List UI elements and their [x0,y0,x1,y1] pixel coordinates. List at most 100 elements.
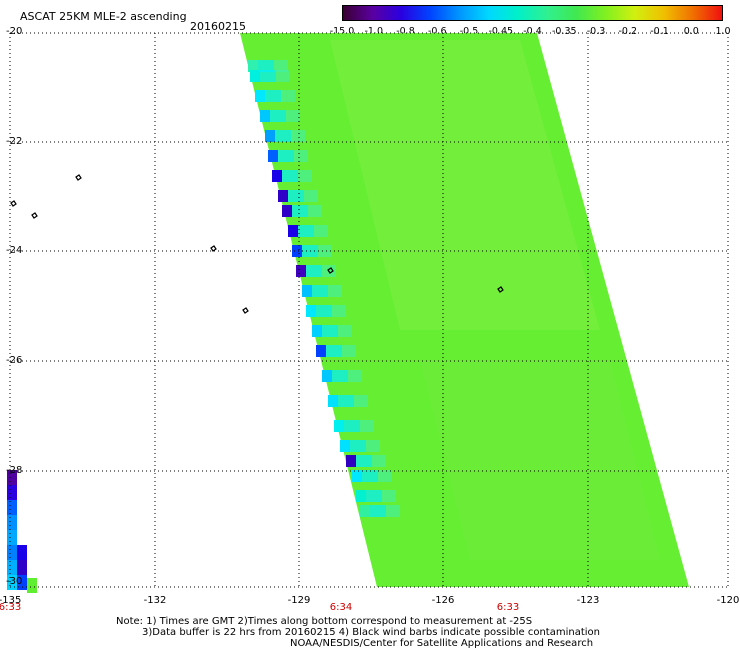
swath-patch [330,40,600,330]
swath-cell [304,190,318,202]
swath-cell [7,575,17,590]
color-scale-label: -0.4 [523,26,542,37]
swath-cell [260,110,270,122]
swath-cell [306,265,322,277]
note-line-2: 3)Data buffer is 22 hrs from 20160215 4)… [142,627,600,638]
swath-cell [17,575,27,590]
swath-cell [346,455,356,467]
swath-cell [27,578,37,593]
swath-cell [354,395,368,407]
swath-cell [360,505,370,517]
product-title: ASCAT 25KM MLE-2 ascending [20,10,187,23]
swath-cell [268,150,278,162]
swath-cell [312,325,322,337]
swath-cell [282,170,298,182]
swath-cell [360,420,374,432]
swath-cell [298,170,312,182]
swath-cell [378,470,392,482]
swath-cell [366,490,382,502]
swath-cell [340,440,350,452]
swath-cell [274,60,288,72]
lat-tick-28: -28 [6,465,23,476]
swath-cell [281,90,295,102]
swath-cell [356,490,366,502]
swath-cell [352,470,362,482]
swath-cell [278,150,294,162]
swath-cell [17,545,27,560]
swath-cell [298,225,314,237]
lon-tick-132: -132 [143,595,167,606]
swath-cell [250,70,260,82]
color-scale-label: -0.2 [618,26,638,37]
satellite-swath [7,33,689,593]
swath-cell [7,470,17,485]
swath-cell [296,265,306,277]
color-scale-label: -15.0 [329,26,355,37]
swath-patch [420,360,660,560]
swath-cell [372,455,386,467]
swath-cell [248,60,258,72]
swath-cell [278,190,288,202]
swath-cell [260,70,276,82]
swath-cell [338,395,354,407]
swath-cell [362,470,378,482]
swath-cell [276,70,290,82]
color-scale-label: -0.35 [551,26,577,37]
lon-tick-129: -129 [287,595,311,606]
swath-cell [275,130,291,142]
swath-cell [370,505,386,517]
lon-tick-123: -123 [576,595,600,606]
swath-cell [332,370,348,382]
swath-cell [344,420,360,432]
swath-cell [292,245,302,257]
lat-tick-20: -20 [6,26,23,37]
swath-cell [7,515,17,530]
swath-cell [318,245,332,257]
swath-cell [17,560,27,575]
swath-cell [265,130,275,142]
swath-cell [328,395,338,407]
swath-cell [265,90,281,102]
swath-cell [294,150,308,162]
swath-cell [255,90,265,102]
swath-cell [288,190,304,202]
color-scale-label: 0.0 [683,26,699,37]
contamination-marker [10,200,17,207]
swath-cell [258,60,274,72]
swath-cell [322,370,332,382]
contamination-marker [31,212,38,219]
swath-cell [382,490,396,502]
contamination-marker [497,286,504,293]
swath-cell [334,420,344,432]
swath-cell [7,560,17,575]
swath-cell [326,345,342,357]
swath-cell [282,205,292,217]
contamination-marker [327,267,334,274]
lon-tick-135: -135 [0,595,22,606]
color-scale-label: -0.45 [488,26,514,37]
swath-cell [308,205,322,217]
time-label-center: 6:34 [329,602,353,613]
swath-cell [270,110,286,122]
swath-cell [386,505,400,517]
swath-cell [312,285,328,297]
swath-cell [366,440,380,452]
swath-cell [322,325,338,337]
swath-cell [288,225,298,237]
time-label-right: 6:33 [496,602,520,613]
swath-cell [328,285,342,297]
lat-tick-24: -24 [6,245,23,256]
color-scale-label: -0.1 [650,26,669,37]
contamination-markers [10,174,504,314]
swath-cell [7,545,17,560]
color-scale-bar [342,5,723,21]
color-scale-label: -0.5 [459,26,479,37]
color-scale-label: -0.8 [396,26,415,37]
swath-cell [350,440,366,452]
swath-cell [314,225,328,237]
swath-cell [316,345,326,357]
color-scale-label: 1.0 [715,26,731,37]
color-scale-label: -0.6 [427,26,447,37]
swath-cell [306,305,316,317]
